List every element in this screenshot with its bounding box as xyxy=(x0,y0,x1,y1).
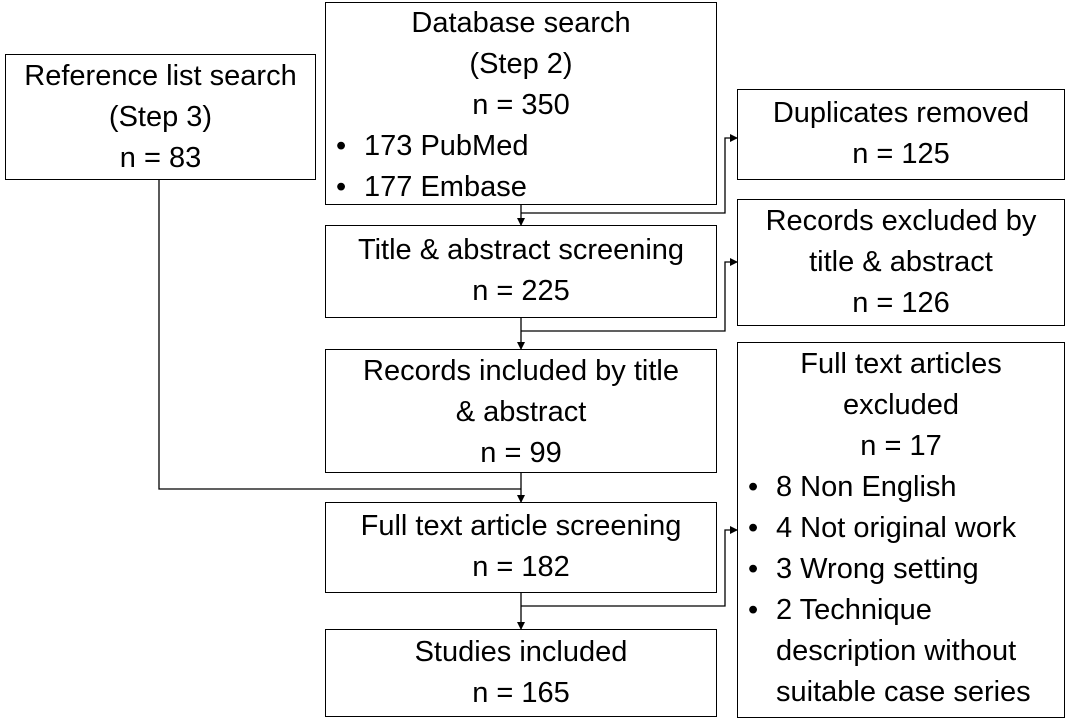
title-screening-count: n = 225 xyxy=(472,275,570,307)
reference-search-title: Reference list search xyxy=(24,60,297,92)
reference-search-count: n = 83 xyxy=(119,142,202,174)
arrow-fulltext-to-excluded xyxy=(521,526,738,607)
included-by-title-box: Records included by title & abstract n =… xyxy=(325,349,717,473)
fulltext-excluded-bullet-not-original: • 4 Not original work xyxy=(748,512,1017,544)
reference-search-box: Reference list search (Step 3) n = 83 xyxy=(5,54,316,180)
title-screening-title: Title & abstract screening xyxy=(357,234,685,266)
duplicates-removed-title: Duplicates removed xyxy=(772,97,1030,129)
duplicates-removed-count: n = 125 xyxy=(852,138,950,170)
arrow-title-to-excluded xyxy=(521,258,738,332)
excluded-by-title-line2: title & abstract xyxy=(809,246,993,278)
fulltext-screening-count: n = 182 xyxy=(472,551,570,583)
fulltext-excluded-bullet-wrong-setting: • 3 Wrong setting xyxy=(748,553,979,585)
studies-included-title: Studies included xyxy=(414,636,628,668)
fulltext-excluded-technique-cont1: description without xyxy=(776,635,1017,667)
excluded-by-title-line1: Records excluded by xyxy=(765,205,1037,237)
title-screening-box: Title & abstract screening n = 225 xyxy=(325,225,717,318)
fulltext-excluded-line2: excluded xyxy=(842,389,960,421)
excluded-by-title-count: n = 126 xyxy=(852,287,950,319)
database-search-box: Database search (Step 2) n = 350 • 173 Pu… xyxy=(325,2,717,205)
arrow-reference-to-fulltext xyxy=(158,180,521,490)
studies-included-count: n = 165 xyxy=(472,677,570,709)
fulltext-excluded-bullet-non-english: • 8 Non English xyxy=(748,471,957,503)
included-by-title-line2: & abstract xyxy=(455,396,587,428)
included-by-title-count: n = 99 xyxy=(480,437,562,469)
fulltext-excluded-box: Full text articles excluded n = 17 • 8 No… xyxy=(737,342,1065,718)
fulltext-excluded-bullet-technique: • 2 Technique xyxy=(748,594,932,626)
excluded-by-title-box: Records excluded by title & abstract n =… xyxy=(737,199,1065,326)
database-search-title: Database search xyxy=(411,7,631,39)
database-search-step: (Step 2) xyxy=(469,48,573,80)
fulltext-excluded-technique-cont2: suitable case series xyxy=(776,676,1031,708)
included-by-title-line1: Records included by title xyxy=(363,355,679,387)
database-search-bullet-pubmed: • 173 PubMed xyxy=(336,130,529,162)
fulltext-excluded-count: n = 17 xyxy=(860,430,942,462)
fulltext-excluded-line1: Full text articles xyxy=(800,348,1002,380)
database-search-count: n = 350 xyxy=(472,89,570,121)
studies-included-box: Studies included n = 165 xyxy=(325,629,717,717)
fulltext-screening-title: Full text article screening xyxy=(360,510,682,542)
duplicates-removed-box: Duplicates removed n = 125 xyxy=(737,89,1065,180)
arrow-db-to-duplicates xyxy=(521,134,738,214)
reference-search-step: (Step 3) xyxy=(108,101,213,133)
database-search-bullet-embase: • 177 Embase xyxy=(336,171,527,203)
fulltext-screening-box: Full text article screening n = 182 xyxy=(325,502,717,593)
